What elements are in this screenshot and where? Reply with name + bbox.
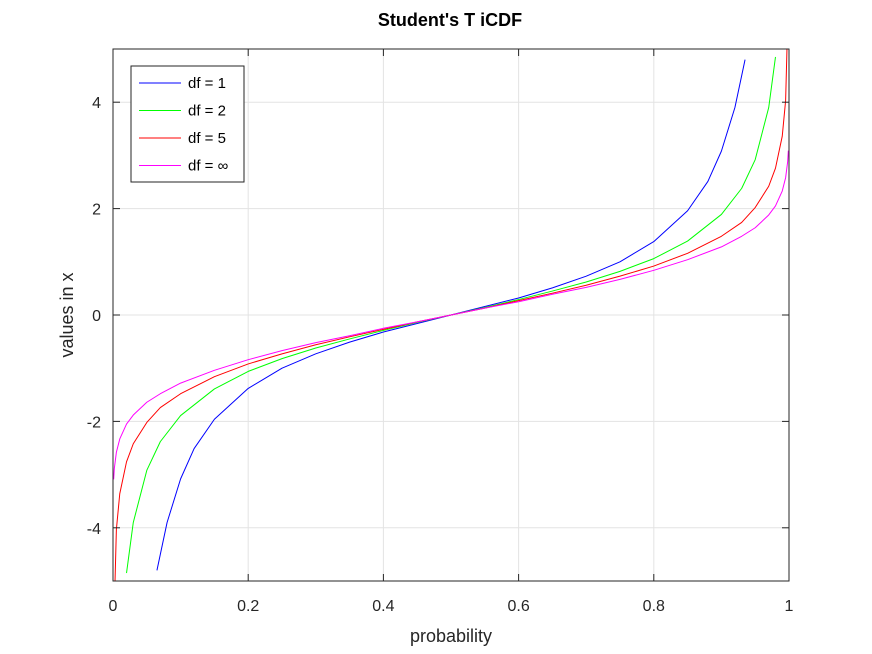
legend-label: df = 5: [188, 130, 226, 147]
x-tick-label: 0.4: [372, 598, 394, 615]
y-axis-label: values in x: [57, 272, 77, 357]
legend-label: df = 1: [188, 75, 226, 92]
x-tick-label: 1: [785, 598, 794, 615]
legend-label: df = 2: [188, 103, 226, 120]
x-tick-label: 0.6: [507, 598, 529, 615]
legend: df = 1 df = 2 df = 5 df = ∞: [130, 65, 245, 183]
y-tick-label: 4: [92, 95, 101, 112]
y-tick-label: 0: [92, 308, 101, 325]
y-tick-label: 2: [92, 202, 101, 219]
y-tick-label: -2: [87, 414, 101, 431]
x-tick-label: 0.8: [643, 598, 665, 615]
chart-title: Student's T iCDF: [378, 10, 522, 30]
x-tick-label: 0: [109, 598, 118, 615]
series-line-df-inf: [113, 150, 789, 480]
y-tick-label: -4: [87, 521, 101, 538]
series-lines: [113, 49, 789, 581]
x-axis-label: probability: [410, 626, 492, 646]
legend-box: [130, 65, 245, 183]
x-tick-label: 0.2: [237, 598, 259, 615]
ticks: 0 0.2 0.4 0.6 0.8 1 -4 -2 0 2 4: [87, 49, 794, 615]
legend-label: df = ∞: [188, 158, 229, 175]
